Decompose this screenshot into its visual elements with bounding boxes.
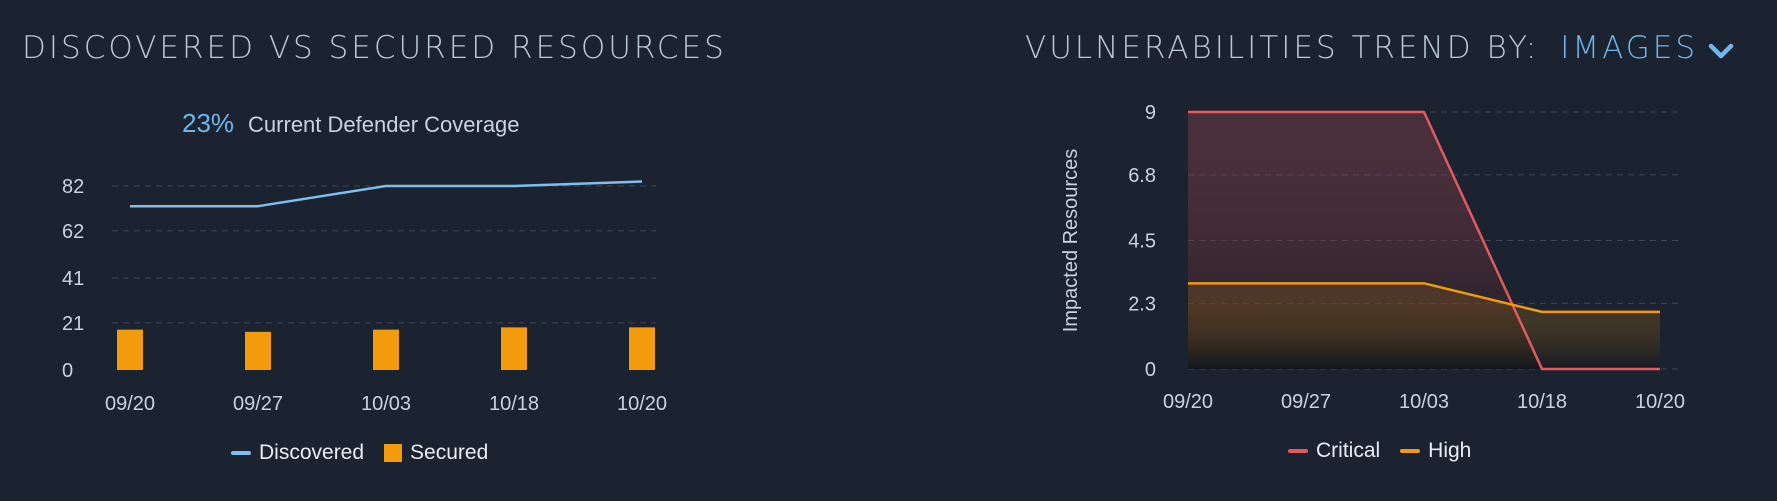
legend-item-critical[interactable]: Critical <box>1288 439 1380 463</box>
x-tick-label: 10/20 <box>1635 391 1685 413</box>
y-tick-label: 62 <box>62 221 84 243</box>
x-tick-label: 10/03 <box>1399 391 1449 413</box>
legend-label-discovered: Discovered <box>259 441 365 464</box>
trend-title-prefix: VULNERABILITIES TREND BY: <box>1025 30 1540 66</box>
discovered-vs-secured-title: DISCOVERED VS SECURED RESOURCES <box>22 30 727 66</box>
secured-bar <box>501 327 527 370</box>
discovered-line <box>130 180 643 208</box>
y-tick-label: 2.3 <box>1128 293 1156 315</box>
y-tick-label: 6.8 <box>1128 165 1156 187</box>
x-tick-label: 09/20 <box>105 393 155 415</box>
x-tick-label: 09/20 <box>1163 391 1213 413</box>
vulnerabilities-trend-title: VULNERABILITIES TREND BY: IMAGES <box>1025 30 1734 68</box>
x-tick-label: 10/18 <box>1517 391 1567 413</box>
y-tick-label: 21 <box>62 313 84 335</box>
coverage-label: Current Defender Coverage <box>248 112 520 137</box>
x-tick-label: 10/18 <box>489 393 539 415</box>
legend-item-discovered[interactable]: Discovered <box>231 441 364 465</box>
y-tick-label: 0 <box>1145 359 1156 381</box>
critical-swatch <box>1288 449 1308 453</box>
legend-item-secured[interactable]: Secured <box>384 441 488 465</box>
secured-bar <box>373 329 399 370</box>
legend-label-high: High <box>1428 439 1472 462</box>
high-line <box>1188 282 1660 314</box>
right-legend: Critical High <box>1288 439 1471 463</box>
defender-coverage: 23% Current Defender Coverage <box>182 108 520 139</box>
y-tick-label: 82 <box>62 176 84 198</box>
coverage-percent: 23% <box>182 108 235 138</box>
legend-label-secured: Secured <box>410 441 489 464</box>
x-tick-label: 09/27 <box>1281 391 1331 413</box>
x-tick-label: 10/03 <box>361 393 411 415</box>
x-tick-label: 10/20 <box>617 393 667 415</box>
secured-bar <box>629 327 655 370</box>
trend-selector[interactable]: IMAGES <box>1560 30 1734 66</box>
y-tick-label: 41 <box>62 268 84 290</box>
y-tick-label: 9 <box>1145 102 1156 124</box>
left-legend: Discovered Secured <box>231 441 488 465</box>
legend-item-high[interactable]: High <box>1400 439 1471 463</box>
secured-bar <box>117 329 143 370</box>
high-area <box>1188 283 1660 369</box>
legend-label-critical: Critical <box>1316 439 1381 462</box>
vulnerabilities-trend-chart: 0 2.3 4.5 6.8 9 Impacted Resources 09/20 09/27 1… <box>1060 102 1685 413</box>
secured-bar <box>245 331 271 370</box>
discovered-secured-chart: 0 21 41 62 82 09/20 09/27 10/03 10/18 10/20 <box>62 176 667 415</box>
critical-line <box>1188 110 1660 371</box>
y-tick-label: 0 <box>62 360 73 382</box>
y-axis-label: Impacted Resources <box>1060 149 1082 332</box>
x-tick-label: 09/27 <box>233 393 283 415</box>
chevron-down-icon[interactable] <box>1708 32 1734 68</box>
y-tick-label: 4.5 <box>1128 231 1156 253</box>
secured-swatch <box>384 444 403 462</box>
discovered-swatch <box>231 451 251 455</box>
trend-selector-label: IMAGES <box>1560 30 1699 66</box>
high-swatch <box>1400 449 1421 453</box>
